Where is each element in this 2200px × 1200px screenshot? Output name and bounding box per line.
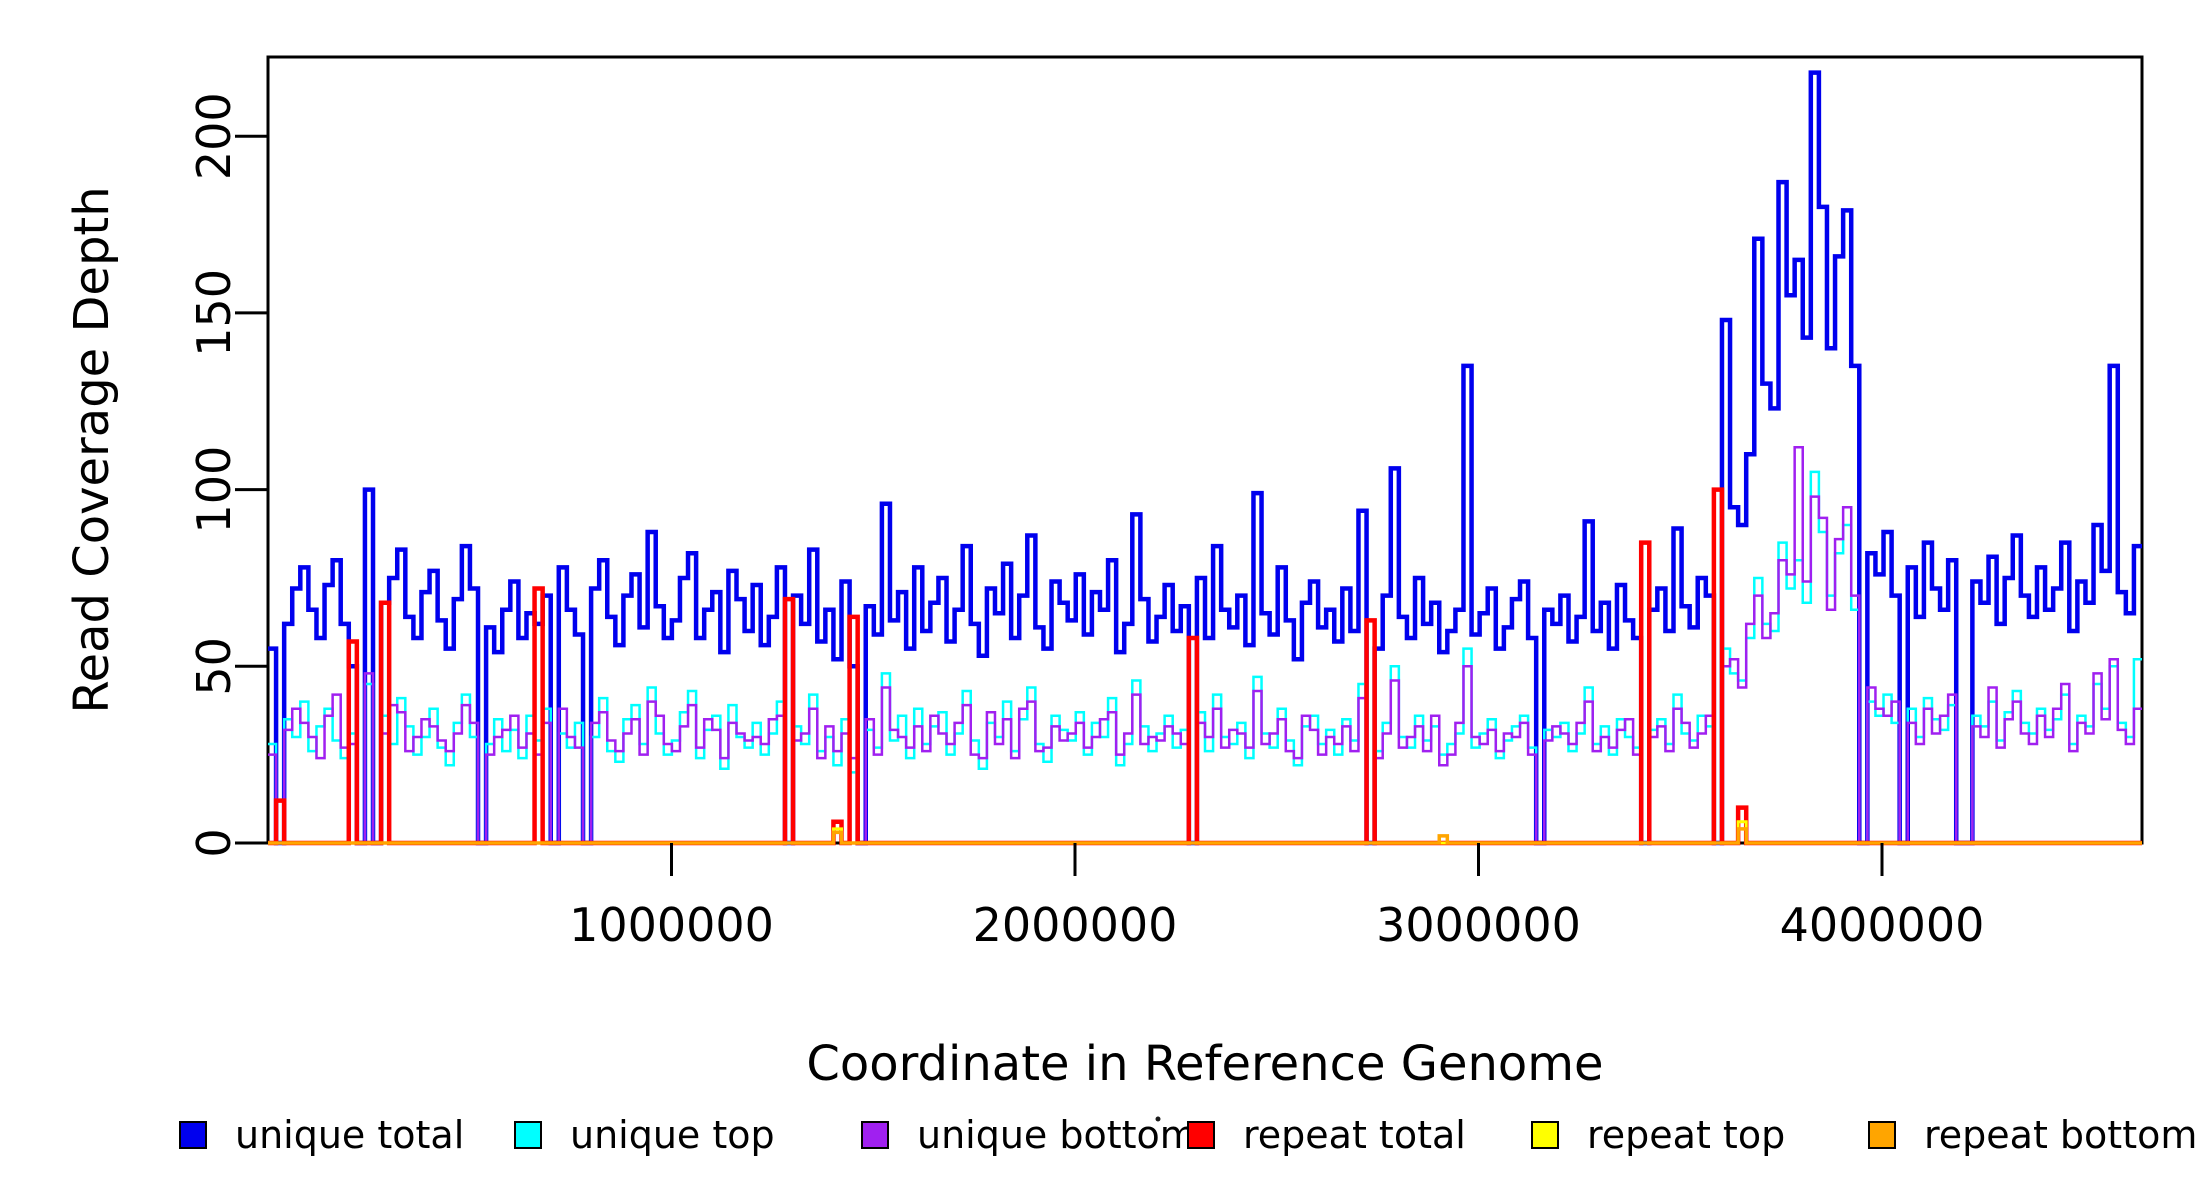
legend-swatch-unique-bottom bbox=[861, 1121, 889, 1149]
legend-label: unique top bbox=[570, 1113, 775, 1157]
series-repeat-bottom bbox=[268, 827, 2142, 845]
legend-swatch-unique-total bbox=[179, 1121, 207, 1149]
legend-item-repeat-total: repeat total bbox=[1187, 1113, 1466, 1157]
y-tick-label: 150 bbox=[187, 269, 241, 357]
legend-item-unique-bottom: unique bottom bbox=[861, 1113, 1197, 1157]
legend-label: repeat total bbox=[1243, 1113, 1466, 1157]
y-tick-label: 50 bbox=[187, 637, 241, 696]
legend-label: repeat top bbox=[1587, 1113, 1785, 1157]
legend-swatch-unique-top bbox=[514, 1121, 542, 1149]
legend-item-repeat-top: repeat top bbox=[1531, 1113, 1785, 1157]
y-axis-title: Read Coverage Depth bbox=[64, 186, 120, 713]
series-layer bbox=[268, 70, 2142, 846]
legend-label: unique total bbox=[235, 1113, 464, 1157]
x-tick-label: 3000000 bbox=[1376, 898, 1581, 952]
legend-item-unique-total: unique total bbox=[179, 1113, 464, 1157]
legend-swatch-repeat-bottom bbox=[1868, 1121, 1896, 1149]
y-tick-label: 200 bbox=[187, 92, 241, 180]
legend-swatch-repeat-total bbox=[1187, 1121, 1215, 1149]
x-axis-title: Coordinate in Reference Genome bbox=[806, 1036, 1603, 1092]
series-unique-bottom bbox=[268, 445, 2142, 845]
y-tick-label: 100 bbox=[187, 446, 241, 534]
legend-item-unique-top: unique top bbox=[514, 1113, 775, 1157]
legend-label: repeat bottom bbox=[1924, 1113, 2197, 1157]
stray-dot bbox=[1155, 1116, 1161, 1122]
y-axis-ticks bbox=[235, 134, 268, 845]
x-tick-label: 2000000 bbox=[973, 898, 1178, 952]
legend: unique total unique top unique bottom re… bbox=[179, 1113, 2197, 1157]
y-axis-tick-labels: 0 50 100 150 200 bbox=[187, 92, 241, 857]
x-axis-ticks bbox=[670, 843, 1884, 876]
x-axis-tick-labels: 1000000 2000000 3000000 4000000 bbox=[569, 898, 1984, 952]
series-unique-total bbox=[268, 70, 2142, 846]
legend-swatch-repeat-top bbox=[1531, 1121, 1559, 1149]
y-tick-label: 0 bbox=[187, 828, 241, 857]
x-tick-label: 4000000 bbox=[1780, 898, 1985, 952]
legend-item-repeat-bottom: repeat bottom bbox=[1868, 1113, 2197, 1157]
legend-label: unique bottom bbox=[917, 1113, 1197, 1157]
x-tick-label: 1000000 bbox=[569, 898, 774, 952]
